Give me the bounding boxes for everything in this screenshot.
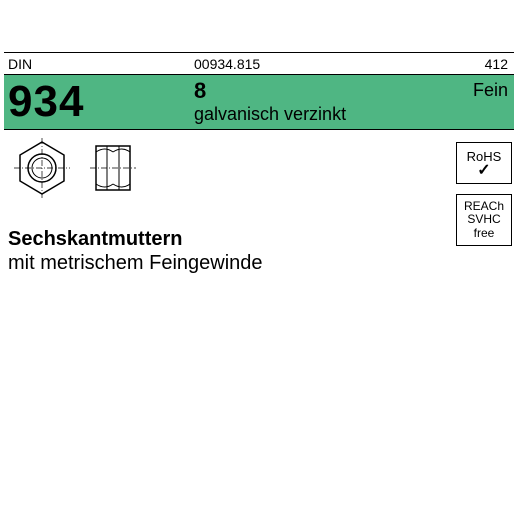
- label-partno: 00934.815: [194, 56, 260, 72]
- datasheet-canvas: DIN 00934.815 412 934 8 Fein galvanisch …: [4, 52, 514, 352]
- grade: 8: [194, 78, 206, 104]
- reach-line3: free: [474, 227, 495, 240]
- rule-mid2: [4, 129, 514, 130]
- reach-badge: REACh SVHC free: [456, 194, 512, 246]
- rule-top: [4, 52, 514, 53]
- label-din: DIN: [8, 56, 32, 72]
- rohs-check-icon: ✓: [477, 164, 490, 178]
- rohs-badge: RoHS ✓: [456, 142, 512, 184]
- title-line2: mit metrischem Feingewinde: [8, 252, 263, 275]
- label-code: 412: [485, 56, 508, 72]
- thread-type: Fein: [473, 80, 508, 101]
- title-line1: Sechskantmuttern: [8, 228, 183, 251]
- reach-line2: SVHC: [467, 213, 500, 226]
- hex-nut-drawing: [10, 138, 170, 206]
- din-number: 934: [8, 77, 84, 127]
- finish: galvanisch verzinkt: [194, 104, 346, 125]
